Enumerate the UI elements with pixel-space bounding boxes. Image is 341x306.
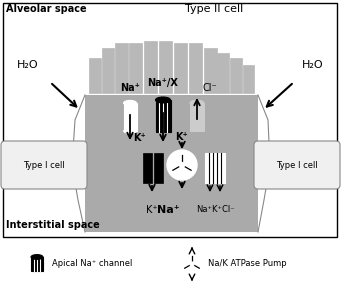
Ellipse shape	[155, 97, 170, 103]
Text: Na/K ATPase Pump: Na/K ATPase Pump	[208, 259, 287, 268]
Text: Na⁺: Na⁺	[157, 205, 179, 215]
Ellipse shape	[17, 269, 27, 273]
Bar	[31, 257, 43, 271]
Bar	[153, 153, 163, 183]
Ellipse shape	[17, 255, 27, 259]
Bar	[189, 43, 202, 93]
FancyBboxPatch shape	[254, 141, 340, 189]
Bar	[159, 41, 172, 93]
Bar	[89, 58, 101, 93]
Bar	[144, 41, 157, 93]
Text: K⁺: K⁺	[146, 205, 158, 215]
Text: Type I cell: Type I cell	[23, 161, 65, 170]
Circle shape	[190, 262, 194, 266]
Bar	[243, 65, 254, 93]
Bar	[205, 153, 225, 183]
Circle shape	[180, 252, 204, 276]
Bar	[102, 48, 114, 93]
Bar	[115, 43, 128, 93]
Bar	[155, 100, 170, 132]
FancyBboxPatch shape	[1, 141, 87, 189]
Bar	[123, 103, 136, 131]
Text: H₂O: H₂O	[17, 60, 39, 70]
Text: Type II cell: Type II cell	[185, 4, 243, 14]
Circle shape	[167, 150, 197, 180]
Bar	[204, 48, 217, 93]
Bar	[3, 3, 337, 237]
Bar	[230, 58, 242, 93]
Circle shape	[179, 162, 185, 168]
Text: K⁺: K⁺	[176, 132, 188, 142]
Ellipse shape	[190, 100, 204, 106]
Text: H₂O: H₂O	[302, 60, 324, 70]
Bar	[217, 53, 229, 93]
Text: Alveolar space: Alveolar space	[6, 4, 87, 14]
Bar	[174, 43, 187, 93]
Bar	[190, 103, 204, 131]
Text: Type I cell: Type I cell	[276, 161, 318, 170]
Text: Na⁺K⁺Cl⁻: Na⁺K⁺Cl⁻	[196, 206, 234, 215]
Bar	[143, 153, 151, 183]
Text: Na⁺: Na⁺	[120, 83, 140, 93]
Ellipse shape	[123, 129, 136, 134]
Text: Na⁺/X: Na⁺/X	[148, 78, 178, 88]
Text: Interstitial space: Interstitial space	[6, 220, 100, 230]
Bar	[85, 95, 258, 232]
Text: K⁺: K⁺	[134, 133, 146, 143]
Ellipse shape	[123, 100, 136, 106]
Text: Cl⁻: Cl⁻	[203, 83, 217, 93]
Bar	[17, 257, 27, 271]
Ellipse shape	[31, 255, 43, 259]
Bar	[129, 43, 142, 93]
Text: Apical Na⁺ channel: Apical Na⁺ channel	[52, 259, 132, 268]
